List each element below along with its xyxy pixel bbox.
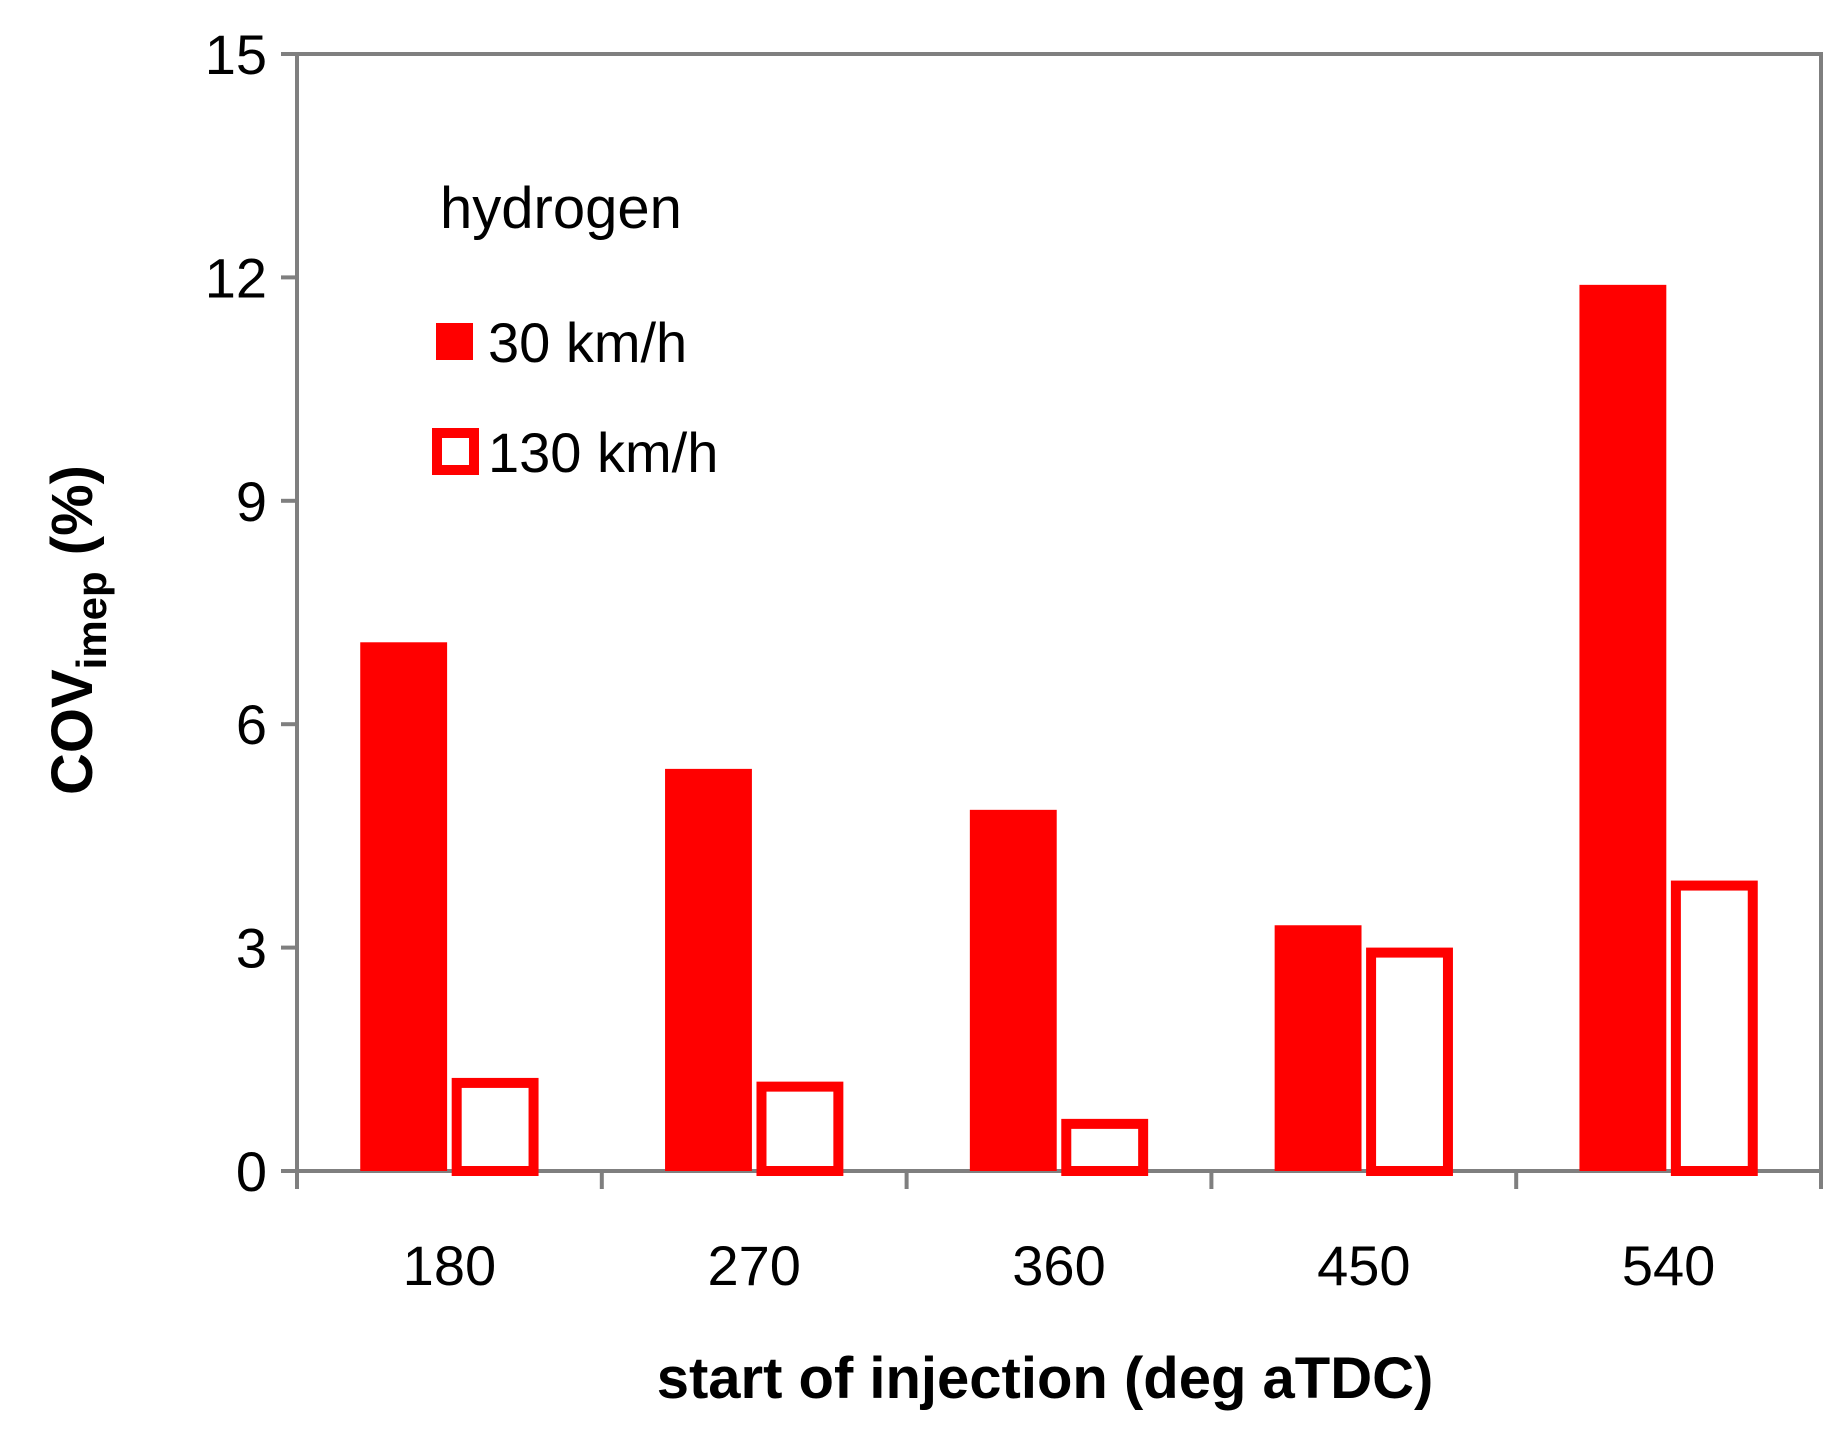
series-annotation: hydrogen — [440, 176, 682, 241]
y-tick-label: 6 — [236, 693, 267, 756]
legend-label-30: 30 km/h — [488, 311, 687, 374]
x-tick-label: 450 — [1317, 1234, 1410, 1297]
x-axis: 180 270 360 450 540 — [295, 1171, 1823, 1297]
y-axis-title: COVimep (%) — [40, 465, 115, 795]
y-tick-label: 15 — [205, 23, 267, 86]
bars — [360, 284, 1758, 1177]
y-axis: 0 3 6 9 12 15 — [205, 23, 297, 1203]
bar-130kmh — [451, 1077, 539, 1176]
y-tick-label: 9 — [236, 470, 267, 533]
bar-30kmh — [665, 768, 752, 1171]
y-axis-title-main: COV — [40, 669, 105, 795]
legend-label-130: 130 km/h — [488, 421, 718, 484]
y-tick-label: 3 — [236, 917, 267, 980]
x-axis-title: start of injection (deg aTDC) — [657, 1346, 1434, 1411]
bar-30kmh — [360, 642, 448, 1171]
x-tick-label: 180 — [403, 1234, 496, 1297]
y-axis-title-subscript: imep — [68, 571, 115, 669]
x-tick-label: 270 — [707, 1234, 800, 1297]
legend-swatch-outline — [432, 428, 479, 475]
y-tick-label: 0 — [236, 1140, 267, 1203]
bar-130kmh — [1366, 947, 1453, 1176]
bar-30kmh — [1274, 925, 1362, 1171]
y-axis-title-unit: (%) — [40, 465, 105, 571]
legend-swatch-filled — [436, 323, 473, 360]
bar-30kmh — [1579, 284, 1667, 1171]
plot-area — [295, 52, 1823, 1173]
bar-130kmh — [756, 1081, 844, 1177]
x-tick-label: 360 — [1012, 1234, 1105, 1297]
legend: 30 km/h 130 km/h — [432, 311, 718, 484]
x-tick-label: 540 — [1622, 1234, 1715, 1297]
bar-130kmh — [1061, 1118, 1149, 1176]
y-tick-label: 12 — [205, 246, 267, 309]
bar-130kmh — [1670, 880, 1758, 1177]
bar-30kmh — [969, 809, 1057, 1171]
